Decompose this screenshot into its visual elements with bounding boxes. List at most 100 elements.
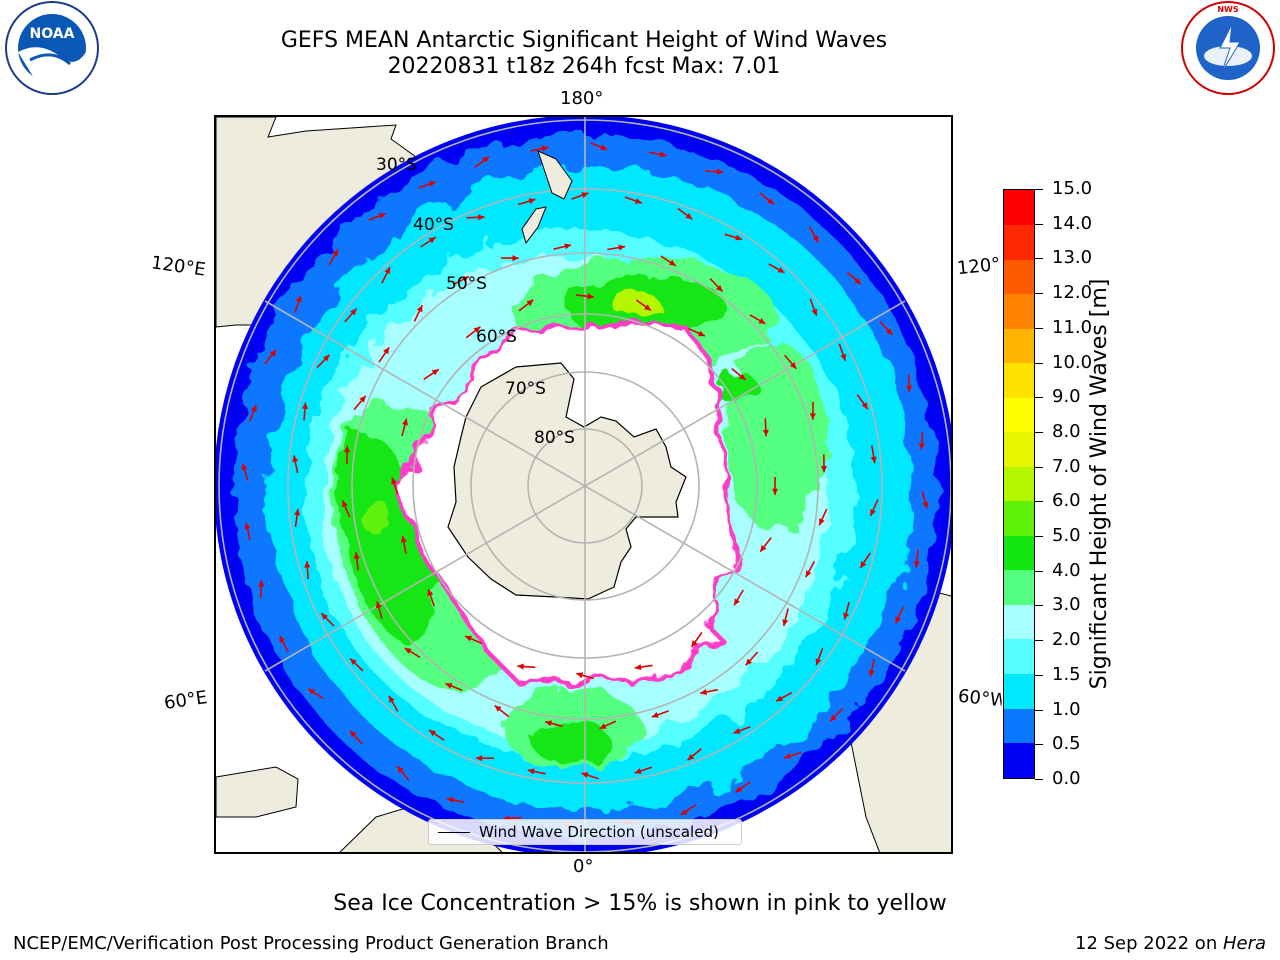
arrow-head bbox=[465, 635, 473, 642]
arrow-head bbox=[295, 295, 302, 303]
arrow-head bbox=[402, 418, 408, 426]
map-legend: Wind Wave Direction (unscaled) bbox=[428, 819, 742, 845]
graticule bbox=[218, 117, 951, 852]
colorbar-tick bbox=[1035, 258, 1043, 260]
arrow-head bbox=[618, 244, 625, 251]
footer-credit: NCEP/EMC/Verification Post Processing Pr… bbox=[13, 933, 609, 954]
svg-text:NWS: NWS bbox=[1217, 5, 1239, 14]
arrow-head bbox=[819, 518, 825, 526]
wind-wave-arrows bbox=[241, 142, 929, 830]
footer-date: 12 Sep 2022 on Hera bbox=[1075, 933, 1266, 954]
arrow-head bbox=[767, 198, 774, 205]
colorbar-tick bbox=[1035, 293, 1043, 295]
colorbar-tick bbox=[1035, 709, 1043, 711]
arrow-head bbox=[762, 429, 769, 437]
arrow-head bbox=[870, 509, 876, 516]
arrow-head bbox=[697, 330, 705, 337]
arrow-head bbox=[378, 213, 386, 219]
legend-label: Wind Wave Direction (unscaled) bbox=[479, 823, 719, 841]
arrow-head bbox=[820, 466, 827, 473]
arrow-head bbox=[428, 181, 436, 187]
lon-label-0: 0° bbox=[573, 856, 594, 877]
arrow-head bbox=[716, 168, 724, 175]
arrow-head bbox=[659, 151, 667, 158]
arrow-head bbox=[431, 369, 439, 376]
arrow-head bbox=[375, 601, 382, 609]
antarctic-map: 30°S 40°S 50°S 60°S 70°S 80°S bbox=[216, 117, 951, 852]
arrow-head bbox=[668, 259, 676, 266]
arrow-head bbox=[809, 413, 816, 420]
arrow-head bbox=[391, 477, 397, 485]
arrow-head bbox=[258, 580, 265, 587]
lon-label-120e: 120°E bbox=[149, 252, 207, 281]
nws-logo-icon: NWS bbox=[1181, 1, 1275, 95]
lat-label-50s: 50°S bbox=[446, 274, 487, 294]
arrow-head bbox=[350, 308, 357, 316]
arrow-head bbox=[384, 267, 390, 274]
colorbar-tick bbox=[1035, 362, 1043, 364]
arrow-head bbox=[416, 305, 423, 313]
lon-label-180: 180° bbox=[560, 88, 604, 109]
colorbar-segment bbox=[1004, 328, 1034, 364]
arrow-head bbox=[634, 768, 642, 774]
arrow-head bbox=[353, 552, 360, 559]
arrow-head bbox=[691, 640, 698, 647]
map-title: GEFS MEAN Antarctic Significant Height o… bbox=[280, 28, 888, 53]
colorbar-tick bbox=[1035, 327, 1043, 329]
arrow-head bbox=[815, 658, 822, 666]
arrow-head bbox=[811, 308, 818, 316]
arrow-head bbox=[760, 545, 767, 552]
legend-line-icon bbox=[438, 832, 470, 833]
arrow-head bbox=[429, 730, 436, 737]
colorbar-segment bbox=[1004, 224, 1034, 260]
arrow-head bbox=[517, 663, 524, 670]
colorbar-tick bbox=[1035, 536, 1043, 538]
arrow-head bbox=[482, 156, 490, 163]
colorbar-tick-label: 0.5 bbox=[1052, 733, 1081, 755]
colorbar-tick-label: 3.0 bbox=[1052, 594, 1081, 616]
colorbar-label: Significant Height of Wind Waves [m] bbox=[1087, 278, 1112, 690]
arrow-head bbox=[475, 755, 483, 762]
colorbar-tick-label: 10.0 bbox=[1052, 351, 1093, 373]
noaa-logo-text: NOAA bbox=[30, 26, 75, 42]
arrow-head bbox=[279, 635, 286, 643]
arrow-head bbox=[733, 728, 741, 734]
arrow-head bbox=[745, 658, 753, 666]
arrow-head bbox=[840, 353, 847, 361]
arrow-head bbox=[308, 688, 316, 695]
arrow-head bbox=[292, 455, 299, 463]
colorbar-tick-label: 1.5 bbox=[1052, 663, 1081, 685]
colorbar-tick-label: 14.0 bbox=[1052, 212, 1093, 234]
colorbar-segment bbox=[1004, 569, 1034, 605]
colorbar bbox=[1003, 189, 1035, 779]
antarctica-landmass bbox=[447, 362, 687, 600]
arrow-head bbox=[294, 508, 301, 516]
colorbar-segment bbox=[1004, 466, 1034, 502]
colorbar-tick-label: 11.0 bbox=[1052, 316, 1093, 338]
arrow-head bbox=[805, 570, 812, 578]
noaa-logo-icon: NOAA bbox=[5, 1, 99, 95]
arrow-head bbox=[241, 463, 248, 471]
lat-label-30s: 30°S bbox=[376, 155, 417, 175]
arrow-head bbox=[428, 237, 436, 244]
colorbar-tick-label: 1.0 bbox=[1052, 698, 1081, 720]
arrow-head bbox=[581, 772, 589, 778]
arrow-head bbox=[644, 304, 651, 311]
colorbar-tick-label: 9.0 bbox=[1052, 386, 1081, 408]
arrow-head bbox=[700, 689, 707, 695]
lon-label-60w: 60°W bbox=[957, 685, 1003, 712]
colorbar-segment bbox=[1004, 500, 1034, 536]
colorbar-segment bbox=[1004, 397, 1034, 433]
colorbar-tick-label: 13.0 bbox=[1052, 247, 1093, 269]
arrow-head bbox=[715, 285, 723, 292]
sea-ice-caption: Sea Ice Concentration > 15% is shown in … bbox=[333, 891, 947, 916]
arrow-head bbox=[830, 714, 837, 722]
arrow-head bbox=[776, 695, 784, 702]
arrow-head bbox=[906, 385, 913, 392]
colorbar-tick-label: 7.0 bbox=[1052, 455, 1081, 477]
colorbar-tick-label: 4.0 bbox=[1052, 559, 1081, 581]
arrow-head bbox=[685, 213, 693, 220]
arrow-head bbox=[784, 753, 792, 759]
arrow-head bbox=[734, 598, 740, 606]
arrow-head bbox=[868, 669, 875, 677]
